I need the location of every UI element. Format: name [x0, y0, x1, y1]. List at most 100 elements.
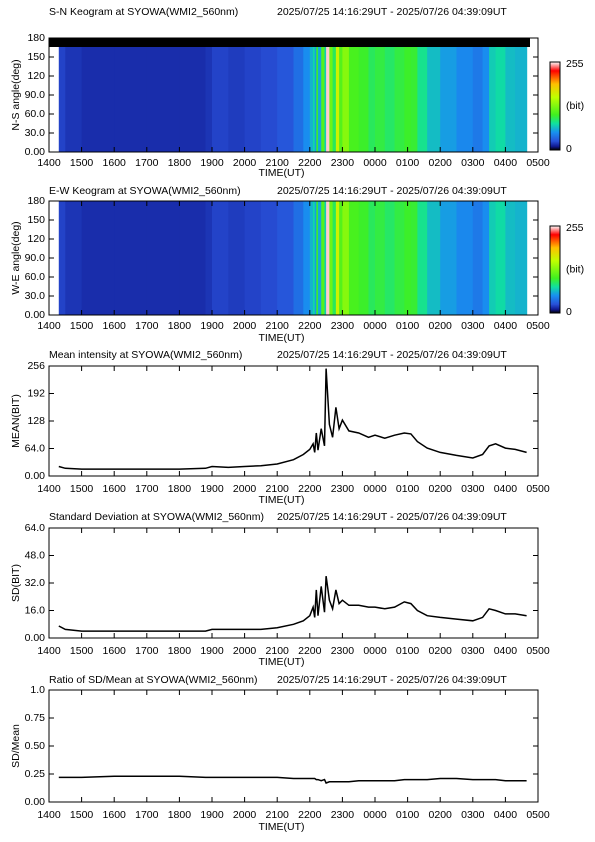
y-axis-label: MEAN(BIT) [10, 394, 22, 448]
x-tick-label: 0400 [494, 320, 518, 332]
keogram-strip [440, 201, 458, 315]
x-tick-label: 0200 [429, 483, 453, 495]
x-tick-label: 1500 [70, 809, 94, 821]
keogram-strip [427, 201, 441, 315]
y-tick-label: 60.0 [25, 108, 46, 120]
y-tick-label: 90.0 [25, 252, 46, 264]
keogram-strip [342, 38, 350, 152]
y-tick-label: 32.0 [25, 577, 46, 589]
keogram-strip [482, 201, 490, 315]
keogram-strip [417, 38, 428, 152]
x-tick-label: 0000 [363, 483, 387, 495]
y-tick-label: 0.00 [25, 796, 46, 808]
x-tick-label: 0000 [363, 645, 387, 657]
x-axis-label: TIME(UT) [258, 332, 304, 344]
keogram-strip [329, 38, 334, 152]
keogram-strip [335, 38, 340, 152]
keogram-strip [456, 201, 474, 315]
x-tick-label: 2000 [233, 157, 257, 169]
data-line [58, 575, 527, 632]
x-tick-label: 2000 [233, 483, 257, 495]
x-tick-label: 1800 [168, 320, 192, 332]
keogram-strip [332, 38, 337, 152]
y-tick-label: 120 [27, 233, 45, 245]
x-tick-label: 1600 [103, 645, 127, 657]
keogram-strip [146, 38, 180, 152]
x-tick-label: 2300 [331, 157, 355, 169]
x-tick-label: 1700 [135, 809, 159, 821]
y-tick-label: 0.00 [25, 309, 46, 321]
keogram-strip [440, 38, 458, 152]
x-tick-label: 2300 [331, 809, 355, 821]
y-tick-label: 1.0 [30, 684, 45, 696]
y-tick-label: 256 [27, 360, 45, 372]
keogram-strip [394, 38, 405, 152]
x-tick-label: 2000 [233, 320, 257, 332]
keogram-strip [58, 201, 66, 315]
keogram-strip [309, 201, 314, 315]
keogram-strip [212, 38, 229, 152]
y-tick-label: 180 [27, 195, 45, 207]
chart-title: S-N Keogram at SYOWA(WMI2_560nm) [49, 6, 238, 18]
x-tick-label: 2200 [298, 809, 322, 821]
x-tick-label: 0300 [461, 483, 485, 495]
keogram-strip [81, 201, 115, 315]
x-tick-label: 1600 [103, 483, 127, 495]
x-tick-label: 2200 [298, 320, 322, 332]
x-tick-label: 2100 [266, 483, 290, 495]
x-tick-label: 2300 [331, 320, 355, 332]
x-tick-label: 1600 [103, 809, 127, 821]
y-tick-label: 48.0 [25, 549, 46, 561]
x-tick-label: 2200 [298, 157, 322, 169]
plot-frame [48, 689, 539, 803]
x-tick-label: 0100 [396, 809, 420, 821]
x-tick-label: 0400 [494, 809, 518, 821]
x-tick-label: 0500 [526, 320, 550, 332]
x-tick-label: 0300 [461, 157, 485, 169]
x-tick-label: 0500 [526, 645, 550, 657]
colorbar-max-label: 255 [566, 222, 584, 234]
keogram-strip [326, 38, 330, 152]
keogram-strip [303, 201, 311, 315]
keogram-strip [146, 201, 180, 315]
x-tick-label: 2200 [298, 483, 322, 495]
x-tick-label: 1500 [70, 483, 94, 495]
keogram-strip [515, 38, 528, 152]
x-axis-label: TIME(UT) [258, 494, 304, 506]
x-tick-label: 0500 [526, 809, 550, 821]
keogram-strip [375, 201, 386, 315]
keogram-strip [179, 201, 207, 315]
x-tick-label: 0200 [429, 645, 453, 657]
keogram-strip [358, 201, 370, 315]
y-axis-label: W-E angle(deg) [10, 221, 22, 294]
y-tick-label: 0.75 [25, 712, 46, 724]
x-tick-label: 1500 [70, 320, 94, 332]
keogram-strip [316, 201, 319, 315]
y-tick-label: 0.00 [25, 470, 46, 482]
keogram-strip [375, 38, 386, 152]
keogram-strip [339, 201, 343, 315]
x-tick-label: 1400 [37, 157, 61, 169]
keogram-strip [326, 201, 330, 315]
keogram-strip [335, 201, 340, 315]
keogram-strip [515, 201, 528, 315]
x-tick-label: 1800 [168, 483, 192, 495]
x-tick-label: 0000 [363, 320, 387, 332]
x-tick-label: 1700 [135, 645, 159, 657]
y-tick-label: 60.0 [25, 271, 46, 283]
colorbar-min-label: 0 [566, 306, 572, 318]
x-tick-label: 0000 [363, 157, 387, 169]
x-tick-label: 1800 [168, 645, 192, 657]
x-tick-label: 1600 [103, 320, 127, 332]
colorbar [549, 61, 561, 151]
x-tick-label: 1900 [200, 645, 224, 657]
keogram-strip [404, 38, 412, 152]
x-tick-label: 0100 [396, 157, 420, 169]
keogram-strip [314, 201, 317, 315]
x-tick-label: 2100 [266, 157, 290, 169]
y-tick-label: 64.0 [25, 522, 46, 534]
keogram-strip [244, 38, 262, 152]
keogram-strip [277, 38, 295, 152]
x-tick-label: 1500 [70, 645, 94, 657]
